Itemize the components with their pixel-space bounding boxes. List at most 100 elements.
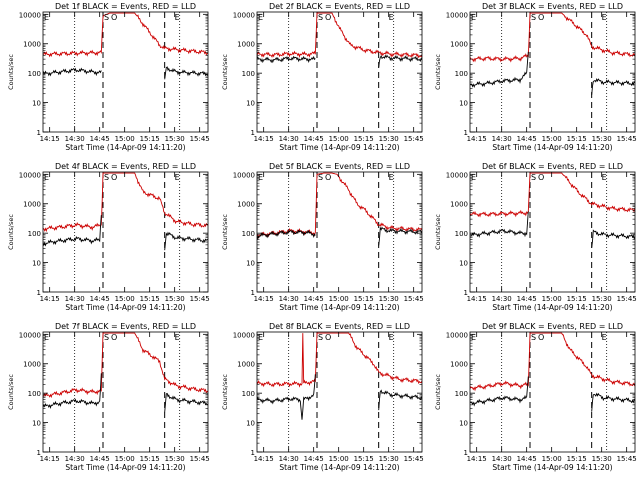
x-tick-label: 15:15 (567, 135, 587, 143)
panel-det-2f: Det 2f BLACK = Events, RED = LLD 1 10 100 10… (221, 2, 424, 152)
panel-title: Det 6f BLACK = Events, RED = LLD (482, 162, 623, 171)
x-tick-label: 15:00 (115, 135, 135, 143)
panel-title: Det 5f BLACK = Events, RED = LLD (269, 162, 410, 171)
y-axis-label: Counts/sec (7, 374, 15, 410)
x-tick-label: 14:15 (467, 135, 487, 143)
x-tick-label: 15:45 (617, 295, 637, 303)
x-tick-label: 15:15 (567, 295, 587, 303)
panel-title: Det 7f BLACK = Events, RED = LLD (55, 322, 196, 331)
panel-title: Det 1f BLACK = Events, RED = LLD (55, 2, 196, 11)
y-tick-label: 1 (37, 129, 41, 137)
marker-e-start: E (258, 13, 263, 22)
y-tick-label: 1000 (23, 361, 41, 369)
marker-o: O (325, 173, 331, 182)
panel-title: Det 8f BLACK = Events, RED = LLD (269, 322, 410, 331)
x-tick-label: 14:45 (517, 295, 537, 303)
marker-o: O (111, 333, 117, 342)
x-tick-label: 15:00 (329, 455, 349, 463)
marker-e-end: E (175, 333, 180, 342)
y-tick-label: 1 (251, 449, 255, 457)
marker-e-start: E (471, 13, 476, 22)
marker-s: S (531, 173, 536, 182)
panel-det-7f: Det 7f BLACK = Events, RED = LLD 1 10 100 10… (7, 322, 210, 472)
events-series-line (470, 51, 635, 95)
x-tick-label: 14:45 (304, 135, 324, 143)
x-tick-label: 15:45 (404, 455, 424, 463)
y-tick-label: 10 (246, 100, 255, 108)
y-tick-label: 100 (28, 70, 41, 78)
lld-series-line (43, 332, 208, 399)
x-axis-label: Start Time (14-Apr-09 14:11:20) (65, 303, 185, 312)
y-tick-label: 1000 (450, 41, 468, 49)
x-tick-label: 15:15 (140, 135, 160, 143)
marker-e-end: E (602, 333, 607, 342)
events-series-line (257, 54, 422, 68)
x-tick-label: 14:30 (65, 135, 85, 143)
marker-o: O (111, 173, 117, 182)
y-tick-label: 100 (455, 70, 468, 78)
y-tick-label: 10 (32, 420, 41, 428)
x-tick-label: 14:45 (304, 295, 324, 303)
y-tick-label: 1 (464, 289, 468, 297)
marker-e-start: E (44, 333, 49, 342)
y-tick-label: 100 (28, 390, 41, 398)
x-tick-label: 14:30 (492, 295, 512, 303)
x-tick-label: 15:00 (329, 135, 349, 143)
plot-frame (42, 11, 209, 133)
x-tick-label: 15:45 (190, 135, 210, 143)
panel-title: Det 4f BLACK = Events, RED = LLD (55, 162, 196, 171)
y-axis-label: Counts/sec (434, 214, 442, 250)
panel-title: Det 2f BLACK = Events, RED = LLD (269, 2, 410, 11)
x-axis-label: Start Time (14-Apr-09 14:11:20) (279, 303, 399, 312)
y-tick-label: 10 (246, 420, 255, 428)
y-axis-label: Counts/sec (221, 54, 229, 90)
marker-s: S (104, 333, 109, 342)
marker-s: S (531, 13, 536, 22)
y-axis-label: Counts/sec (434, 54, 442, 90)
marker-o: O (111, 13, 117, 22)
x-tick-label: 14:45 (90, 135, 110, 143)
x-tick-label: 15:45 (190, 295, 210, 303)
y-tick-label: 10000 (19, 331, 41, 339)
lld-series-line (470, 12, 635, 63)
x-tick-label: 15:30 (165, 135, 185, 143)
y-tick-label: 10 (32, 100, 41, 108)
y-tick-label: 10 (246, 260, 255, 268)
x-tick-label: 15:45 (617, 135, 637, 143)
marker-e-end: E (602, 13, 607, 22)
x-tick-label: 14:30 (65, 455, 85, 463)
panel-det-1f: Det 1f BLACK = Events, RED = LLD 1 10 100 10… (7, 2, 210, 152)
marker-o: O (325, 333, 331, 342)
x-axis-label: Start Time (14-Apr-09 14:11:20) (492, 143, 612, 152)
lld-series-line (43, 172, 208, 233)
marker-s: S (318, 333, 323, 342)
panel-title: Det 3f BLACK = Events, RED = LLD (482, 2, 623, 11)
plot-frame (42, 331, 209, 453)
marker-e-start: E (471, 333, 476, 342)
x-axis-label: Start Time (14-Apr-09 14:11:20) (279, 143, 399, 152)
x-tick-label: 14:15 (467, 295, 487, 303)
x-tick-label: 14:15 (40, 135, 60, 143)
plot-frame (469, 171, 636, 293)
y-tick-label: 10 (459, 100, 468, 108)
x-tick-label: 15:15 (354, 295, 374, 303)
x-tick-label: 14:45 (90, 295, 110, 303)
y-axis-label: Counts/sec (221, 214, 229, 250)
y-tick-label: 100 (455, 390, 468, 398)
x-tick-label: 15:45 (190, 455, 210, 463)
marker-e-end: E (175, 173, 180, 182)
x-tick-label: 15:45 (617, 455, 637, 463)
events-series-line (470, 211, 635, 248)
events-series-line (43, 373, 208, 413)
marker-e-start: E (471, 173, 476, 182)
x-tick-label: 14:15 (254, 295, 274, 303)
x-axis-label: Start Time (14-Apr-09 14:11:20) (492, 463, 612, 472)
x-tick-label: 14:45 (90, 455, 110, 463)
marker-o: O (538, 333, 544, 342)
x-tick-label: 15:15 (354, 455, 374, 463)
x-tick-label: 14:15 (467, 455, 487, 463)
marker-s: S (531, 333, 536, 342)
x-tick-label: 15:15 (354, 135, 374, 143)
lld-series-line (470, 332, 635, 392)
lld-series-line (470, 172, 635, 218)
